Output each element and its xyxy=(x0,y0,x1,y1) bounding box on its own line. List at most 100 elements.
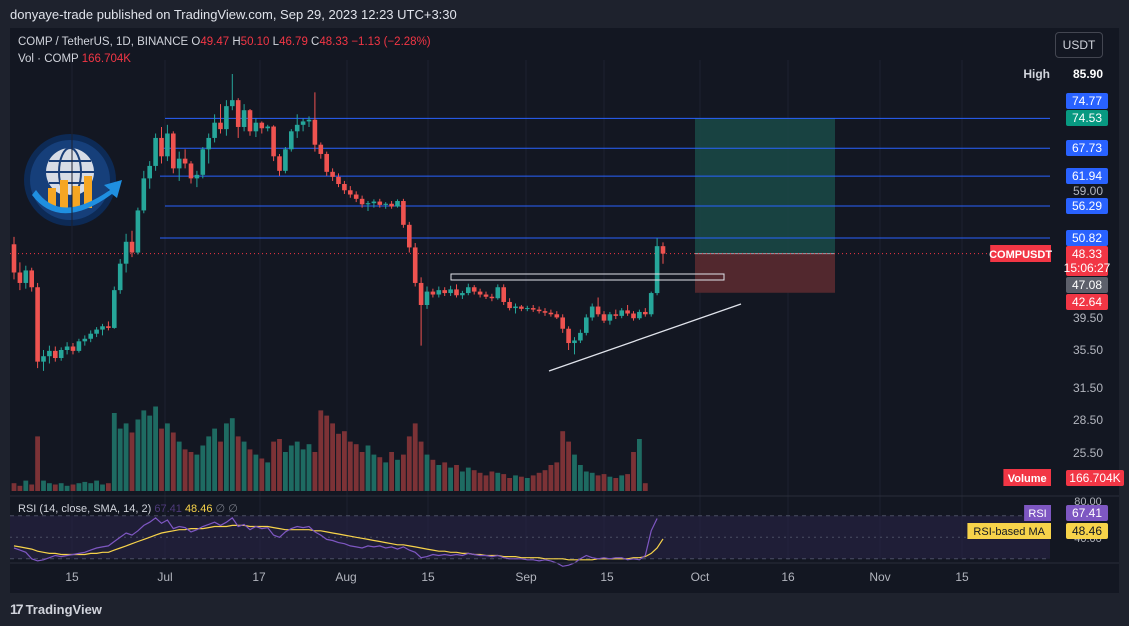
volume-bar xyxy=(513,475,518,491)
currency-button[interactable]: USDT xyxy=(1055,32,1103,58)
symbol-title: COMP / TetherUS, 1D, BINANCE xyxy=(18,36,189,48)
price-tag-name: COMPUSDT xyxy=(989,249,1052,261)
candle-body xyxy=(11,244,17,273)
volume-bar xyxy=(401,454,406,491)
x-tick-label: 15 xyxy=(421,570,435,584)
volume-bar xyxy=(430,459,436,491)
candle-body xyxy=(442,290,447,294)
volume-bar xyxy=(625,474,630,491)
rsi-tag-bg xyxy=(1066,505,1108,521)
volume-bar xyxy=(123,423,129,491)
candle-body xyxy=(47,350,52,357)
price-tag-value: 15:06:27 xyxy=(1064,261,1111,275)
rsi-ma-line xyxy=(13,524,664,561)
candle-body xyxy=(483,294,489,297)
price-tag-bg xyxy=(1066,168,1108,184)
volume-bar xyxy=(111,413,117,491)
candle-body xyxy=(389,203,394,207)
volume-bar xyxy=(524,478,530,491)
author-logo xyxy=(24,134,122,226)
volume-bar xyxy=(283,452,288,491)
price-tag-bg xyxy=(1066,246,1108,262)
candle-body xyxy=(23,270,29,283)
chart-panel[interactable] xyxy=(10,28,1119,593)
rsi-tag-bg xyxy=(1066,523,1108,539)
volume-bar xyxy=(165,423,170,491)
price-tag-value: 74.77 xyxy=(1072,94,1102,108)
symbol-legend: COMP / TetherUS, 1D, BINANCE O49.47 H50.… xyxy=(18,36,431,48)
candle-body xyxy=(230,100,235,107)
open-value: 49.47 xyxy=(200,36,230,48)
candle-body xyxy=(631,313,636,319)
candle-body xyxy=(643,311,648,315)
candle-body xyxy=(448,289,453,294)
y-tick-label: 28.50 xyxy=(1073,413,1103,427)
volume-bar xyxy=(519,476,524,491)
volume-bar xyxy=(35,436,40,491)
volume-bar xyxy=(23,480,29,491)
candle-body xyxy=(224,106,229,130)
y-tick-label: 59.00 xyxy=(1073,184,1103,198)
volume-bar xyxy=(259,458,265,491)
candle-body xyxy=(489,296,495,299)
volume-bar xyxy=(64,485,70,491)
volume-bar xyxy=(589,472,595,491)
volume-bar xyxy=(412,423,418,491)
volume-bar xyxy=(212,428,217,491)
volume-bar xyxy=(159,428,164,491)
candle-body xyxy=(477,291,483,295)
volume-bar xyxy=(442,462,448,491)
volume-bar xyxy=(271,441,276,491)
volume-bar xyxy=(353,444,359,491)
candle-body xyxy=(495,287,501,299)
price-tag-bg xyxy=(1066,198,1108,214)
price-tag-bg xyxy=(1066,140,1108,156)
volume-bar xyxy=(607,476,613,491)
candle-body xyxy=(176,158,182,169)
volume-bar xyxy=(330,423,335,491)
volume-bar xyxy=(312,452,318,491)
candle-body xyxy=(637,311,642,319)
candle-body xyxy=(401,201,406,225)
price-tag-value: 47.08 xyxy=(1072,278,1102,292)
candle-body xyxy=(82,338,88,342)
candle-body xyxy=(648,293,654,315)
candle-body xyxy=(141,178,147,211)
candle-body xyxy=(58,350,64,359)
high-label: High xyxy=(1023,67,1050,81)
y-tick-label: 35.50 xyxy=(1073,343,1103,357)
candle-body xyxy=(501,287,506,302)
candle-body xyxy=(182,158,188,164)
volume-bar xyxy=(58,483,64,491)
candle-body xyxy=(76,341,82,351)
volume-bar xyxy=(11,483,17,491)
resistance-box xyxy=(450,273,725,281)
candle-body xyxy=(359,198,365,205)
volume-bar xyxy=(347,441,353,491)
rsi-tag-value: 48.46 xyxy=(1072,524,1102,538)
candle-body xyxy=(536,309,542,312)
x-tick-label: Oct xyxy=(691,570,710,584)
candle-body xyxy=(259,122,265,129)
candle-body xyxy=(383,203,388,205)
candle-body xyxy=(117,263,123,291)
price-label-6: 50.82 xyxy=(1066,230,1108,246)
tradingview-logo[interactable]: 17 TradingView xyxy=(10,601,102,617)
support-trendline xyxy=(548,303,742,372)
volume-legend: Vol · COMP 166.704K xyxy=(18,53,131,65)
volume-bar xyxy=(465,467,471,491)
volume-bar xyxy=(637,439,642,491)
candle-body xyxy=(53,350,58,359)
rsi-line xyxy=(13,517,658,567)
volume-bar xyxy=(76,483,82,491)
price-tag-name: Volume xyxy=(1008,473,1047,485)
price-tag-bg xyxy=(1066,260,1108,276)
candle-body xyxy=(471,287,477,292)
candle-body xyxy=(560,317,565,329)
volume-bar xyxy=(141,410,147,491)
candle-body xyxy=(100,326,105,330)
publish-bar: donyaye-trade published on TradingView.c… xyxy=(0,0,1129,28)
candle-body xyxy=(129,241,135,253)
candle-body xyxy=(324,153,329,172)
